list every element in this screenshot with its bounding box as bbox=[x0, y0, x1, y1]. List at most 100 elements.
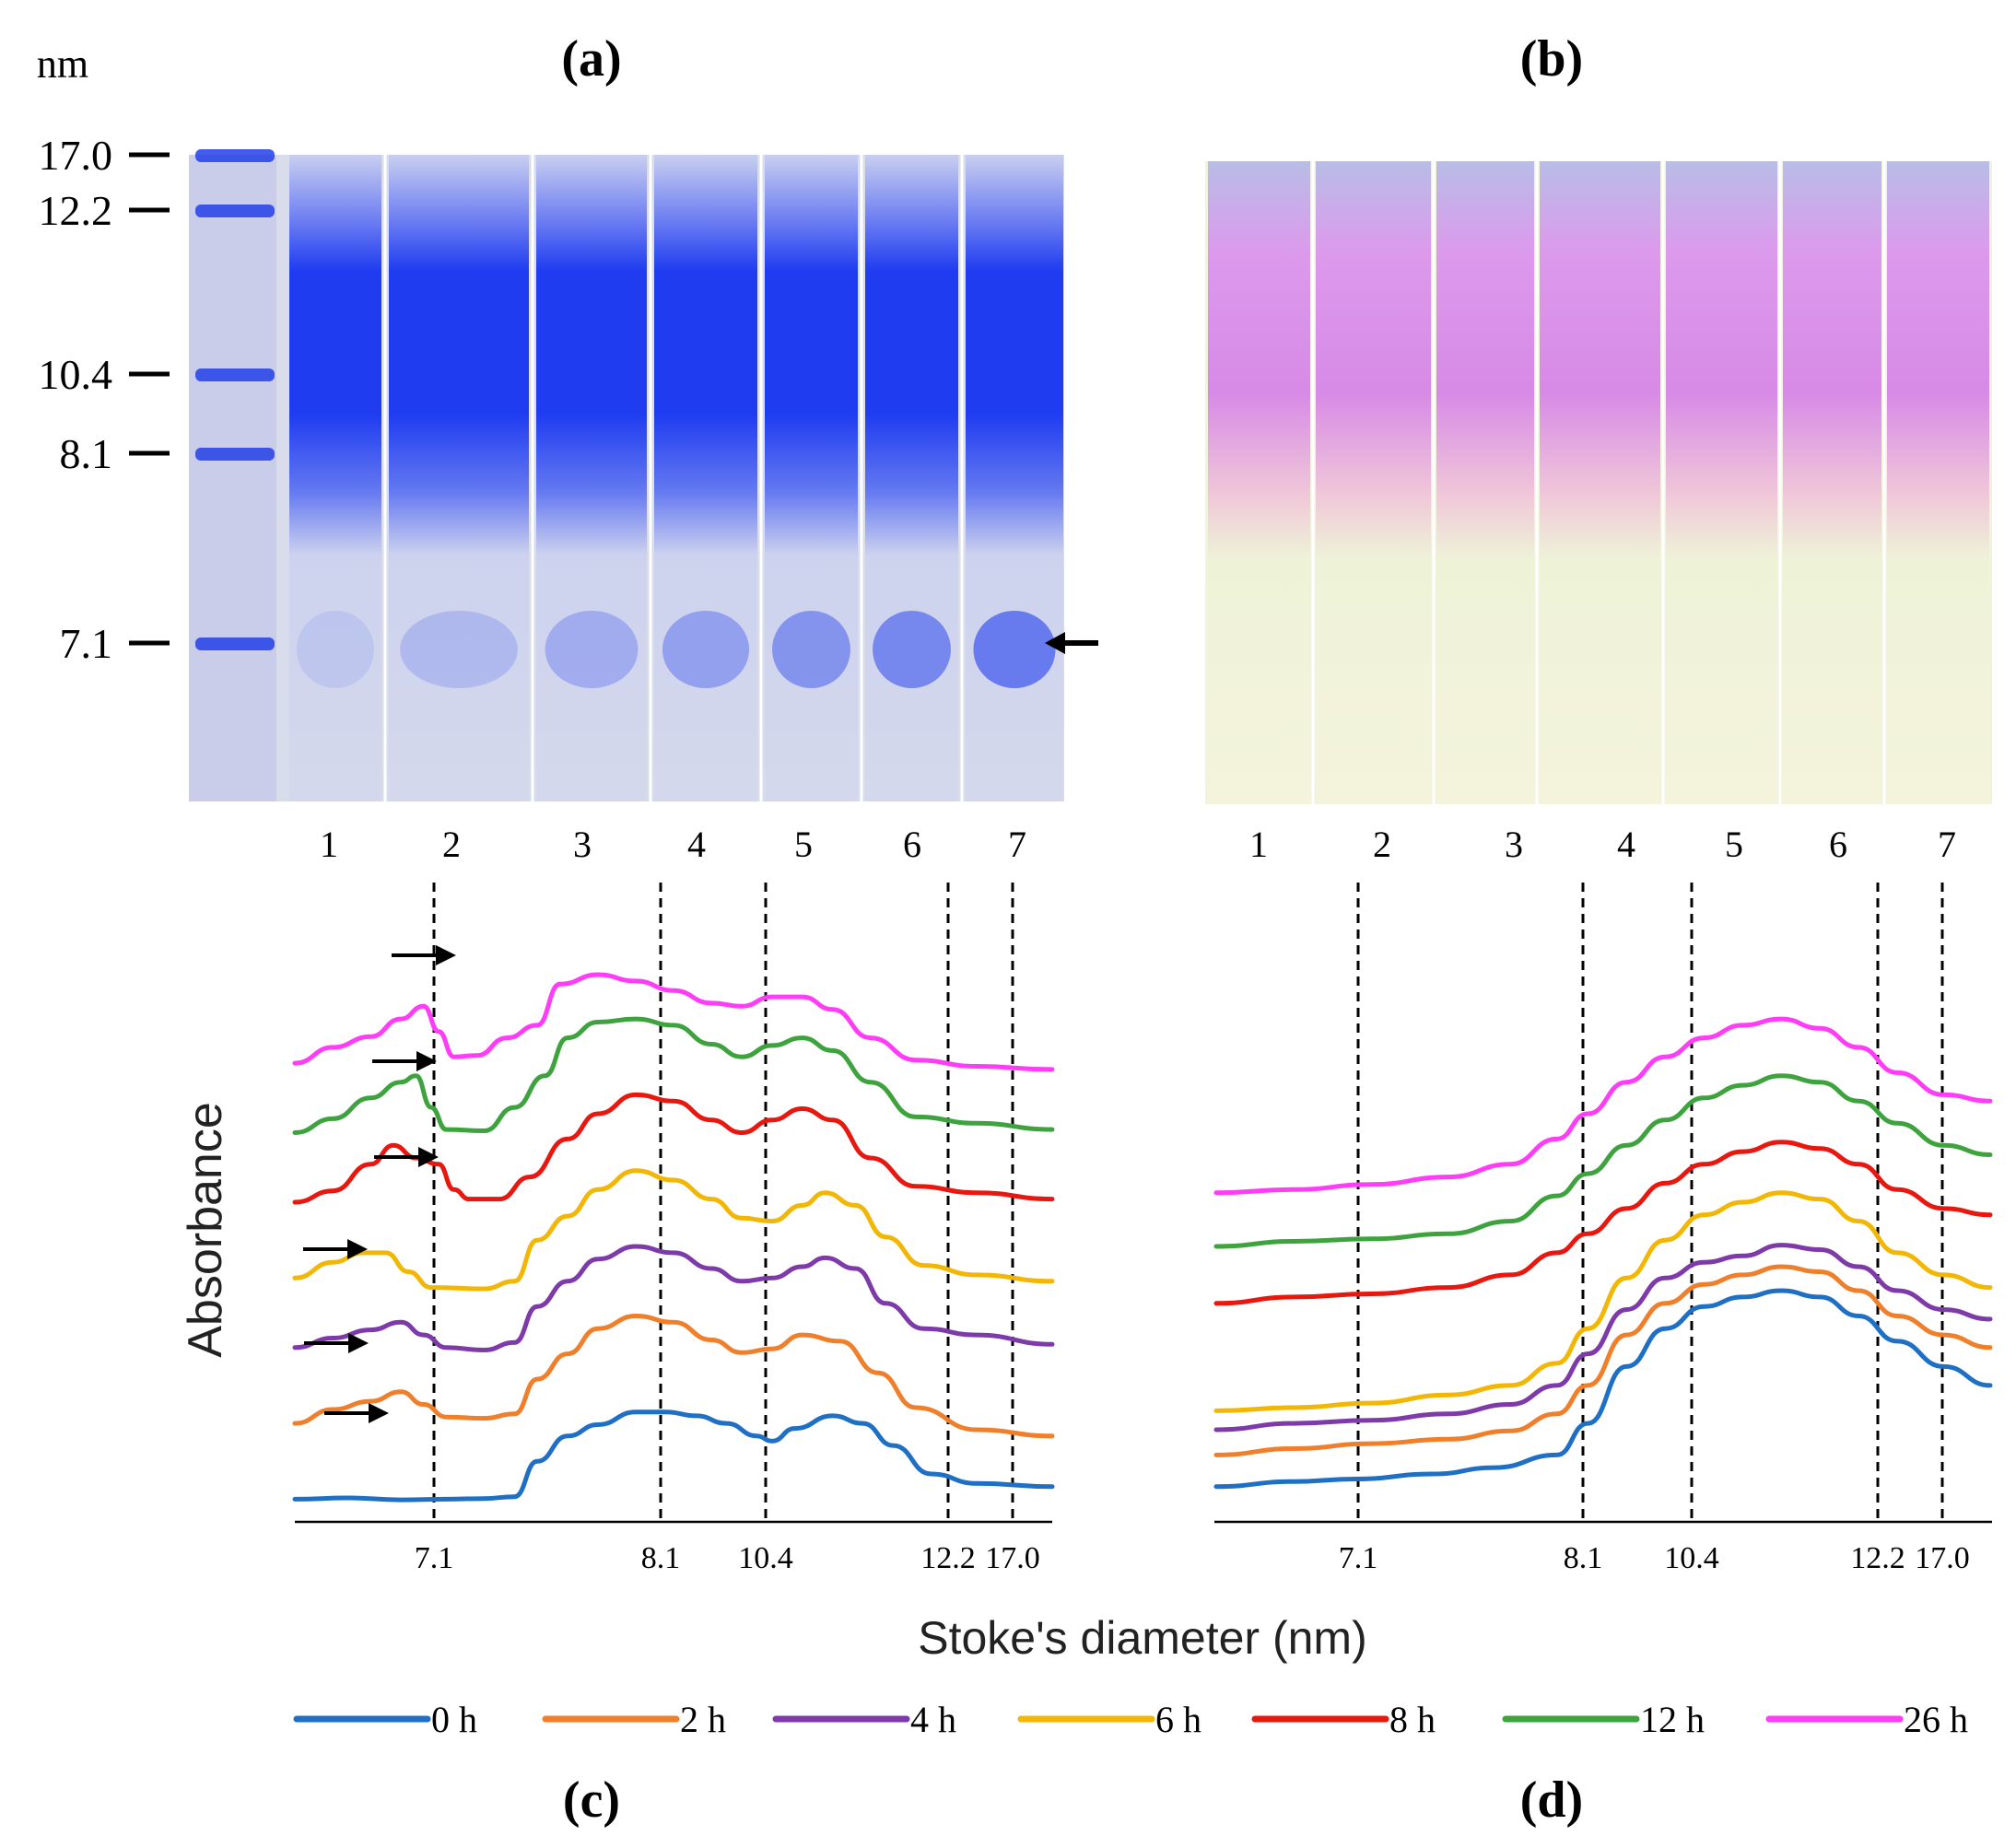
series-line-8h bbox=[1213, 1140, 1993, 1306]
right-arrow-head-icon bbox=[436, 945, 456, 965]
gel-a-lanes bbox=[289, 155, 1063, 801]
right-arrow-head-icon bbox=[416, 1051, 437, 1071]
gel-a-7nm-band bbox=[772, 611, 850, 688]
gel-a-lane bbox=[765, 155, 858, 801]
gel-a-lane bbox=[654, 155, 757, 801]
gel-a-lane-number: 5 bbox=[794, 824, 813, 865]
gel-a-7nm-band bbox=[400, 611, 518, 688]
series-line-12h bbox=[1213, 1073, 1993, 1249]
marker-label: 10.4 bbox=[39, 351, 113, 398]
legend: 0 h 2 h 4 h 6 h 8 h 12 h 26 h bbox=[293, 1699, 1968, 1740]
gel-a: nm 17.0 12.2 10.4 8.1 7.1 1 2 3 4 5 6 7 bbox=[37, 41, 1098, 865]
right-arrow-head-icon bbox=[369, 1403, 389, 1423]
gel-a-7nm-band bbox=[297, 611, 374, 688]
chart-c-arrows bbox=[303, 945, 456, 1423]
gel-a-lane-numbers: 1 2 3 4 5 6 7 bbox=[320, 824, 1026, 865]
chart-c: Absorbance 7.1 8.1 10.4 12.2 17.0 bbox=[179, 883, 1055, 1575]
panel-label-a: (a) bbox=[561, 30, 621, 88]
gel-a-lane-number: 2 bbox=[442, 824, 461, 865]
gel-b-lane bbox=[1783, 161, 1881, 804]
gel-a-marker-labels: 17.0 12.2 10.4 8.1 7.1 bbox=[39, 132, 170, 667]
gel-b-lane-number: 4 bbox=[1617, 824, 1635, 865]
gel-b-lanes bbox=[1208, 161, 1989, 804]
right-arrow-head-icon bbox=[418, 1147, 439, 1167]
marker-band bbox=[195, 205, 275, 217]
legend-label: 6 h bbox=[1155, 1699, 1201, 1740]
gel-a-lane bbox=[389, 155, 529, 801]
marker-band bbox=[195, 448, 275, 461]
gel-b-lane-number: 6 bbox=[1829, 824, 1847, 865]
marker-lane bbox=[189, 155, 276, 801]
marker-label: 12.2 bbox=[39, 187, 113, 234]
marker-label: 8.1 bbox=[60, 430, 113, 477]
x-tick-label: 7.1 bbox=[1339, 1541, 1378, 1575]
series-line-26h bbox=[1213, 1016, 1993, 1196]
gel-a-7nm-band bbox=[973, 611, 1056, 688]
panel-label-c: (c) bbox=[563, 1772, 620, 1829]
gel-b-lane-number: 1 bbox=[1249, 824, 1268, 865]
x-tick-label: 7.1 bbox=[415, 1541, 454, 1575]
marker-label: 7.1 bbox=[60, 620, 113, 667]
gel-a-7nm-band bbox=[873, 611, 951, 688]
x-tick-label: 8.1 bbox=[641, 1541, 681, 1575]
marker-label: 17.0 bbox=[39, 132, 113, 179]
x-tick-label: 8.1 bbox=[1564, 1541, 1603, 1575]
gel-b-lane-number: 2 bbox=[1373, 824, 1391, 865]
series-line-0h bbox=[292, 1409, 1055, 1503]
chart-c-dashed-lines bbox=[432, 883, 1014, 1522]
legend-label: 26 h bbox=[1904, 1699, 1968, 1740]
left-arrow-icon bbox=[1045, 632, 1098, 654]
x-tick-label: 12.2 bbox=[920, 1541, 976, 1575]
right-arrow-head-icon bbox=[347, 1239, 368, 1259]
panel-label-d: (d) bbox=[1520, 1772, 1583, 1829]
gel-a-lane-number: 6 bbox=[903, 824, 921, 865]
gel-a-lane-number: 3 bbox=[573, 824, 592, 865]
chart-d: 7.1 8.1 10.4 12.2 17.0 bbox=[1213, 883, 1993, 1575]
gel-a-7nm-band bbox=[545, 611, 639, 688]
series-line-26h bbox=[292, 972, 1055, 1072]
legend-label: 0 h bbox=[431, 1699, 477, 1740]
panel-label-b: (b) bbox=[1520, 30, 1583, 88]
gel-b-lane bbox=[1436, 161, 1534, 804]
chart-c-tick-labels: 7.1 8.1 10.4 12.2 17.0 bbox=[415, 1541, 1040, 1575]
gel-a-lane-number: 7 bbox=[1008, 824, 1026, 865]
x-tick-label: 17.0 bbox=[985, 1541, 1040, 1575]
chart-c-ylabel: Absorbance bbox=[179, 1102, 232, 1358]
series-line-6h bbox=[1213, 1190, 1993, 1413]
series-line-0h bbox=[1213, 1288, 1993, 1490]
gel-b-lane bbox=[1316, 161, 1431, 804]
x-tick-label: 10.4 bbox=[1664, 1541, 1719, 1575]
marker-band bbox=[195, 149, 275, 162]
gel-a-lane bbox=[966, 155, 1063, 801]
marker-bands bbox=[195, 149, 275, 650]
marker-band bbox=[195, 637, 275, 650]
gel-b-lane bbox=[1666, 161, 1777, 804]
series-line-2h bbox=[292, 1314, 1055, 1439]
series-line-4h bbox=[292, 1244, 1055, 1352]
x-tick-label: 10.4 bbox=[738, 1541, 793, 1575]
marker-band bbox=[195, 368, 275, 381]
gel-a-lane bbox=[289, 155, 381, 801]
gel-b-lane bbox=[1887, 161, 1989, 804]
series-line-12h bbox=[292, 1016, 1055, 1135]
gel-a-lane bbox=[865, 155, 958, 801]
right-arrow-head-icon bbox=[348, 1333, 369, 1353]
series-line-4h bbox=[1213, 1243, 1993, 1433]
gel-a-lane-number: 1 bbox=[320, 824, 338, 865]
gel-b-lane-number: 5 bbox=[1725, 824, 1743, 865]
legend-label: 12 h bbox=[1640, 1699, 1705, 1740]
x-tick-label: 12.2 bbox=[1850, 1541, 1905, 1575]
chart-d-series bbox=[1213, 1016, 1993, 1490]
x-tick-label: 17.0 bbox=[1915, 1541, 1970, 1575]
gel-b-lane bbox=[1540, 161, 1660, 804]
gel-a-lane bbox=[536, 155, 647, 801]
series-line-6h bbox=[292, 1168, 1055, 1292]
gel-a-7nm-band bbox=[662, 611, 750, 688]
gel-b-lane bbox=[1208, 161, 1310, 804]
chart-d-dashed-lines bbox=[1356, 883, 1944, 1522]
gel-a-unit-label: nm bbox=[37, 41, 88, 87]
shared-xlabel: Stoke's diameter (nm) bbox=[918, 1612, 1366, 1664]
gel-b-lane-number: 3 bbox=[1505, 824, 1523, 865]
chart-d-tick-labels: 7.1 8.1 10.4 12.2 17.0 bbox=[1339, 1541, 1970, 1575]
